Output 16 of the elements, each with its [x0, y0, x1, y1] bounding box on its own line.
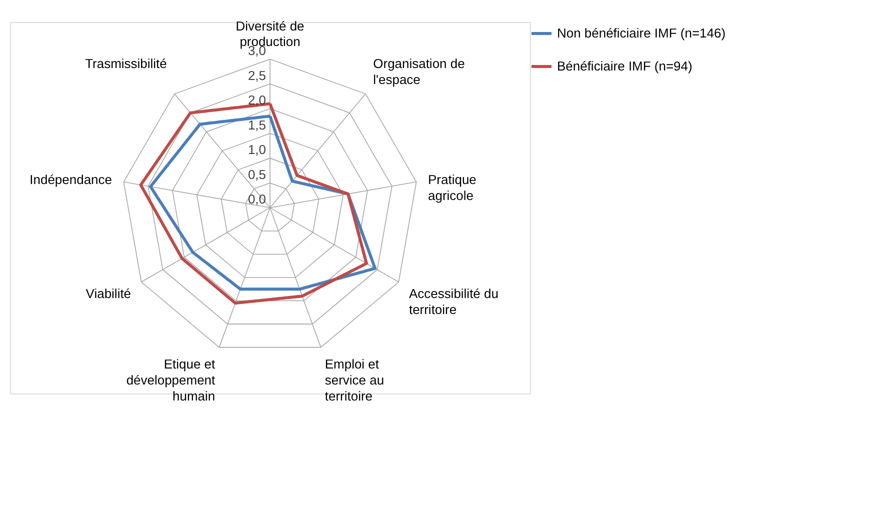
y-tick-label: 2,5: [248, 68, 266, 83]
spoke-label: Organisation de l'espace: [373, 56, 465, 87]
y-tick-label: 1,0: [248, 142, 266, 158]
y-tick-label: 2,0: [248, 92, 266, 108]
spoke-label: Trasmissibilité: [85, 56, 167, 71]
spoke-label: Etique et développement humain: [126, 356, 216, 404]
y-tick-label: 0,0: [248, 192, 266, 207]
spoke-label: Accessibilité du territoire: [408, 286, 498, 317]
legend-label: Bénéficiaire IMF (n=94): [556, 58, 692, 74]
spoke-label: Emploi et service au territoire: [324, 356, 384, 404]
y-tick-label: 1,5: [248, 117, 266, 132]
spoke-label: Indépendance: [30, 172, 112, 187]
legend-label: Non bénéficiaire IMF (n=146): [556, 26, 726, 40]
y-tick-label: 0,5: [248, 166, 266, 182]
spoke-label: Viabilité: [86, 286, 132, 301]
spoke-label: Pratique agricole: [428, 172, 476, 203]
